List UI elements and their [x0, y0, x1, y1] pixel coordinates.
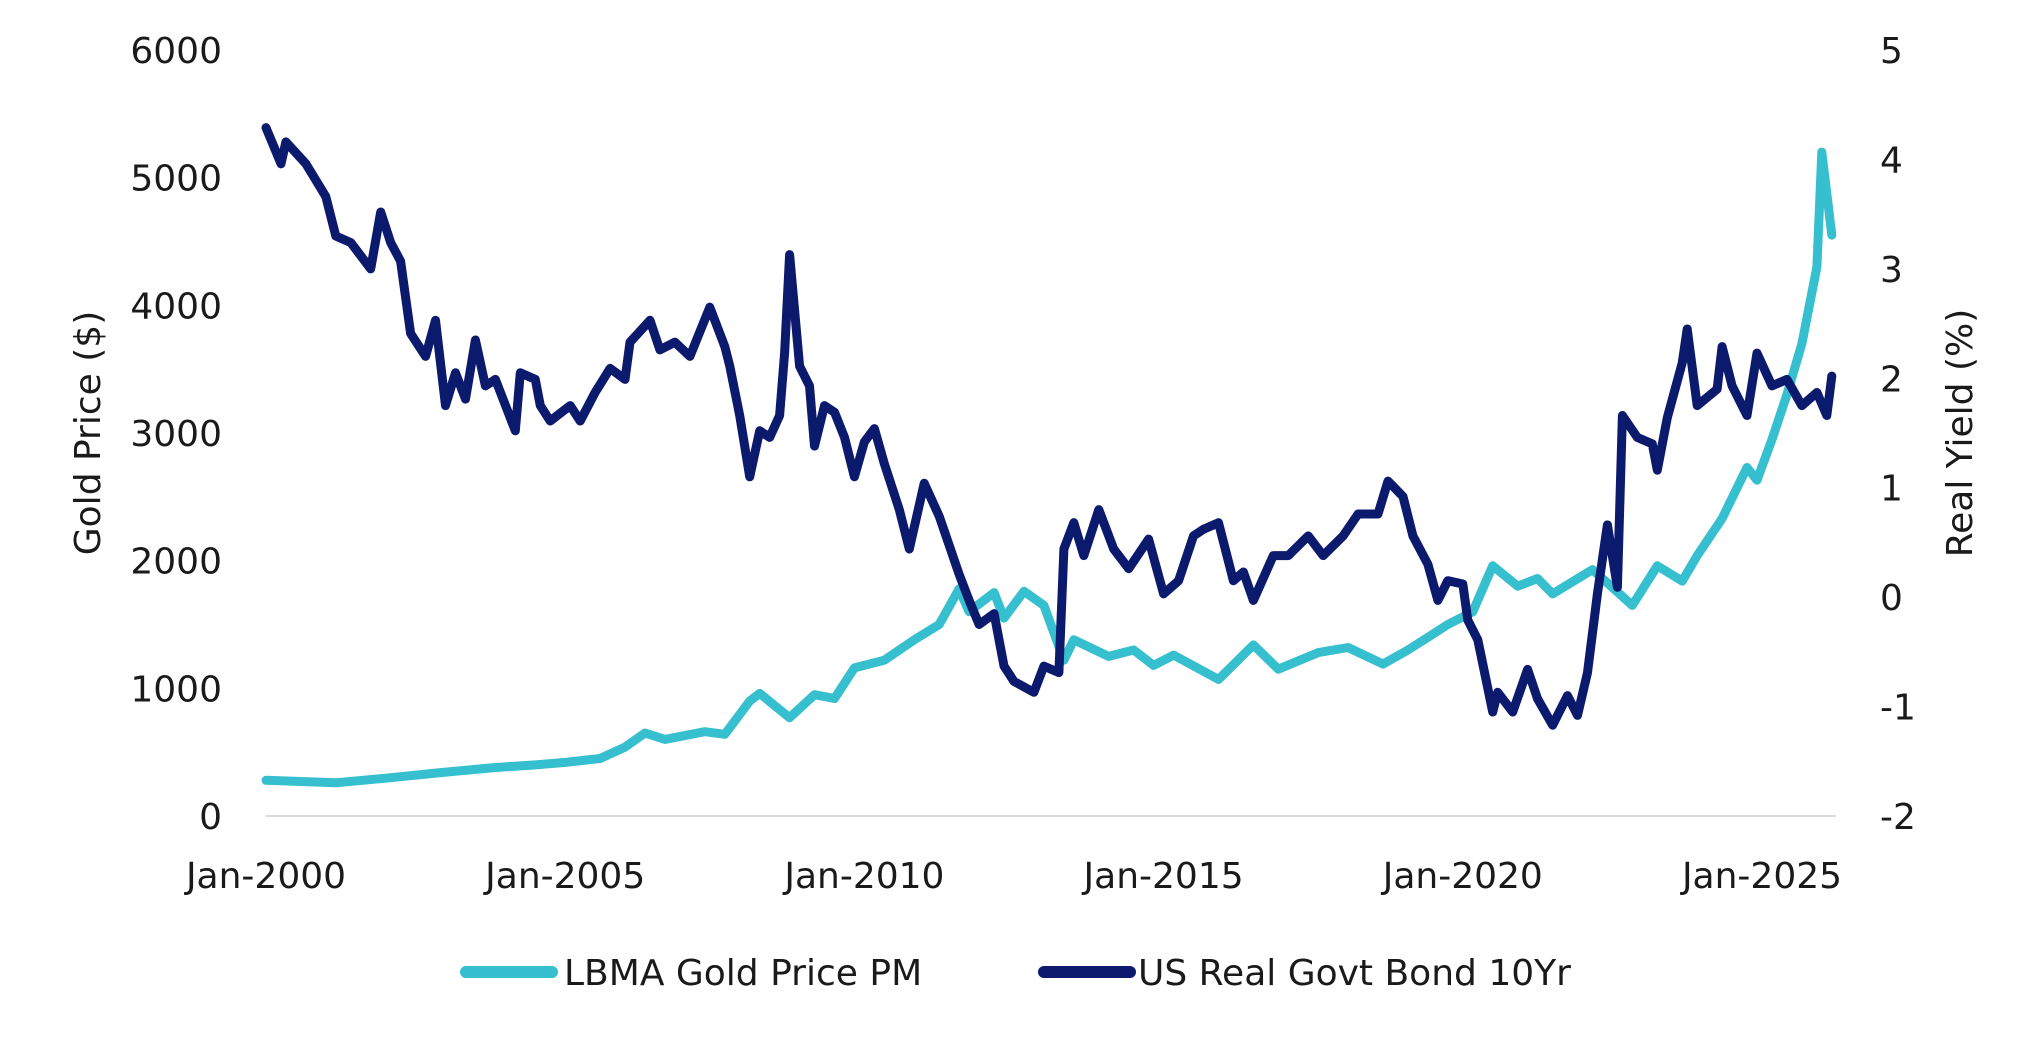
legend-label-yield: US Real Govt Bond 10Yr [1138, 953, 1571, 994]
right-tick-label: -2 [1880, 797, 1916, 838]
right-axis-title: Real Yield (%) [1940, 309, 1981, 558]
x-tick-label: Jan-2005 [483, 856, 645, 897]
x-tick-label: Jan-2000 [184, 856, 346, 897]
right-tick-label: 3 [1880, 250, 1903, 291]
left-tick-label: 5000 [130, 159, 222, 200]
left-tick-label: 2000 [130, 542, 222, 583]
right-tick-label: 0 [1880, 578, 1903, 619]
right-tick-label: 2 [1880, 359, 1903, 400]
x-tick-label: Jan-2020 [1381, 856, 1543, 897]
right-tick-label: 5 [1880, 31, 1903, 72]
left-tick-label: 3000 [130, 414, 222, 455]
right-tick-label: -1 [1880, 688, 1916, 729]
legend-label-gold: LBMA Gold Price PM [564, 953, 922, 994]
right-tick-label: 4 [1880, 140, 1903, 181]
x-axis-ticks: Jan-2000 Jan-2005 Jan-2010 Jan-2015 Jan-2020… [184, 856, 1842, 897]
left-tick-label: 6000 [130, 31, 222, 72]
left-axis-title: Gold Price ($) [68, 311, 109, 555]
series-lines [261, 123, 1837, 788]
left-tick-label: 0 [199, 797, 222, 838]
x-tick-label: Jan-2015 [1082, 856, 1244, 897]
x-tick-label: Jan-2025 [1680, 856, 1842, 897]
right-axis-ticks: -2 -1 0 1 2 3 4 5 [1880, 31, 1916, 838]
left-axis-ticks: 0 1000 2000 3000 4000 5000 6000 [130, 31, 222, 838]
x-tick-label: Jan-2010 [782, 856, 944, 897]
gold-price-line [261, 147, 1837, 788]
left-tick-label: 1000 [130, 669, 222, 710]
right-tick-label: 1 [1880, 469, 1903, 510]
legend: LBMA Gold Price PM US Real Govt Bond 10Y… [460, 953, 1571, 994]
real-yield-line [261, 123, 1837, 730]
left-tick-label: 4000 [130, 286, 222, 327]
